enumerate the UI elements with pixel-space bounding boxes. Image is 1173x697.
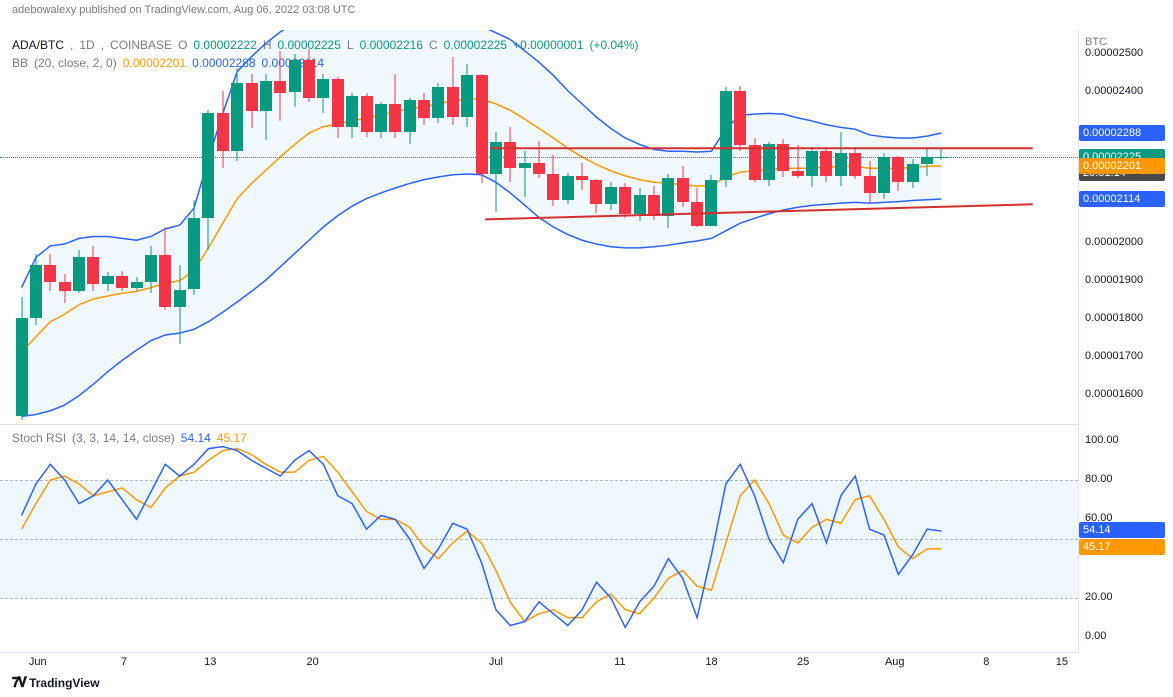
stoch-tick: 20.00 [1085, 591, 1113, 603]
price-tick: 0.00002000 [1085, 236, 1143, 248]
stoch-tag: 54.14 [1079, 522, 1165, 538]
stoch-tick: 0.00 [1085, 630, 1106, 642]
price-tick: 0.00001700 [1085, 350, 1143, 362]
stoch-rsi-chart[interactable]: Stoch RSI (3, 3, 14, 14, close) 54.14 45… [0, 424, 1078, 652]
stoch-k-value: 54.14 [181, 431, 211, 445]
time-tick: 20 [306, 656, 318, 668]
stoch-hline [0, 539, 1078, 540]
time-tick: 11 [614, 656, 625, 668]
stoch-tag: 45.17 [1079, 539, 1165, 555]
stoch-hline [0, 480, 1078, 481]
stoch-axis[interactable]: 100.0080.0060.0054.1445.1720.000.00 [1078, 424, 1173, 652]
stoch-tick: 80.00 [1085, 473, 1113, 485]
price-tag: 0.00002288 [1079, 125, 1165, 141]
time-tick: 18 [705, 656, 717, 668]
stoch-label[interactable]: Stoch RSI [12, 431, 66, 445]
time-tick: Jun [29, 656, 47, 668]
price-tick: 0.00001800 [1085, 312, 1143, 324]
time-tick: 8 [983, 656, 989, 668]
stoch-info-row: Stoch RSI (3, 3, 14, 14, close) 54.14 45… [12, 431, 247, 445]
tradingview-watermark: 𝟕⁠𝐕 TradingView [12, 674, 100, 691]
tv-logo-icon: 𝟕⁠𝐕 [12, 674, 25, 691]
time-tick: 25 [797, 656, 809, 668]
price-tick: 0.00002500 [1085, 47, 1143, 59]
time-tick: 7 [121, 656, 127, 668]
price-tick: 0.00001900 [1085, 274, 1143, 286]
time-tick: 15 [1056, 656, 1068, 668]
stoch-params: (3, 3, 14, 14, close) [72, 431, 175, 445]
time-tick: 13 [204, 656, 216, 668]
stoch-tick: 100.00 [1085, 434, 1119, 446]
price-tag: 0.00002114 [1079, 191, 1165, 207]
bb-bands-overlay [0, 30, 1078, 424]
time-axis[interactable]: Jun 7 13 20 Jul 11 18 25 Aug 8 15 [0, 652, 1078, 672]
price-tag: 0.00002201 [1079, 158, 1165, 174]
price-axis[interactable]: BTC 0.000025000.000024000.000022880.0000… [1078, 30, 1173, 424]
publish-info: adebowalexy published on TradingView.com… [12, 4, 355, 16]
trend-lines-overlay [0, 30, 1078, 424]
current-price-line [0, 157, 1078, 158]
stoch-d-value: 45.17 [217, 431, 247, 445]
time-tick: Jul [489, 656, 503, 668]
price-tick: 0.00001600 [1085, 388, 1143, 400]
price-tick: 0.00002400 [1085, 85, 1143, 97]
time-tick: Aug [885, 656, 905, 668]
stoch-hline [0, 598, 1078, 599]
price-chart[interactable] [0, 30, 1078, 424]
